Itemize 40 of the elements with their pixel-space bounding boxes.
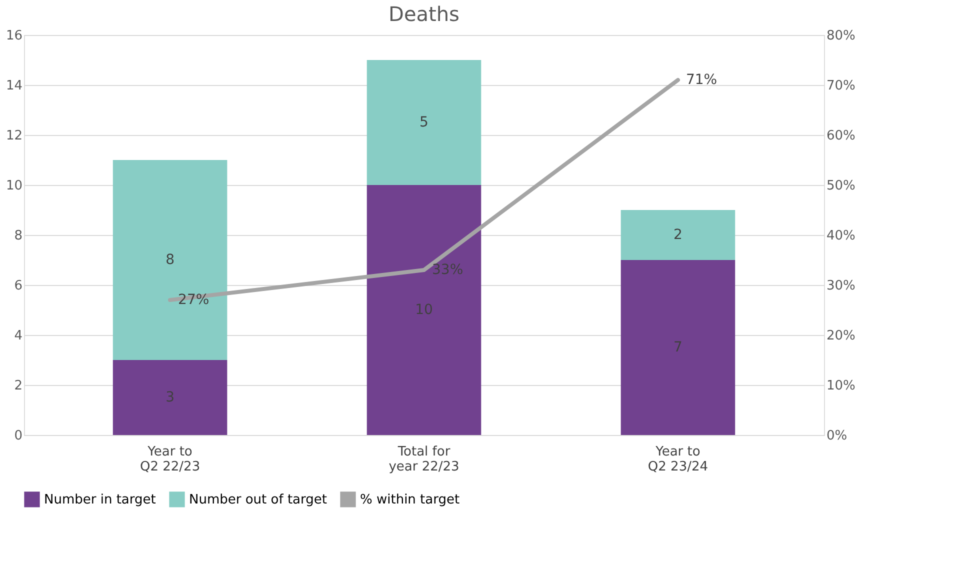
y2-tick-label: 60% [826,128,856,144]
bar [366,185,482,435]
x-tick-label: Year to Q2 22/23 [140,444,200,474]
data-label: 10 [415,302,433,318]
bar [620,260,736,435]
x-tick-label: Year to Q2 23/24 [648,444,708,474]
bar [112,160,228,360]
y2-tick-label: 80% [826,28,856,44]
legend-label: % within target [360,492,460,508]
bar [366,60,482,185]
y2-tick-label: 40% [826,228,856,244]
y2-tick-label: 70% [826,78,856,94]
bar [620,210,736,260]
bar [112,360,228,435]
legend-label: Number out of target [189,492,327,508]
y-tick-label: 2 [14,378,22,394]
y-tick-label: 0 [14,428,22,444]
y2-tick-label: 50% [826,178,856,194]
legend-label: Number in target [44,492,156,508]
data-label: 27% [178,292,210,308]
data-label: 33% [432,262,464,278]
y-tick-label: 10 [6,178,22,194]
data-label: 3 [166,390,174,406]
data-label: 5 [420,114,428,130]
y-tick-label: 12 [6,128,22,144]
x-tick-label: Total for year 22/23 [388,444,460,474]
y2-tick-label: 20% [826,328,856,344]
y-tick-label: 6 [14,278,22,294]
data-label: 7 [674,340,682,356]
y-tick-label: 14 [6,78,22,94]
y-tick-label: 4 [14,328,22,344]
y2-tick-label: 0% [826,428,848,444]
y-tick-label: 16 [6,28,22,44]
data-label: 2 [674,227,682,243]
chart-title: Deaths [388,2,460,26]
y2-tick-label: 10% [826,378,856,394]
data-label: 71% [686,72,718,88]
y-tick-label: 8 [14,228,22,244]
data-label: 8 [166,252,174,268]
y2-tick-label: 30% [826,278,856,294]
